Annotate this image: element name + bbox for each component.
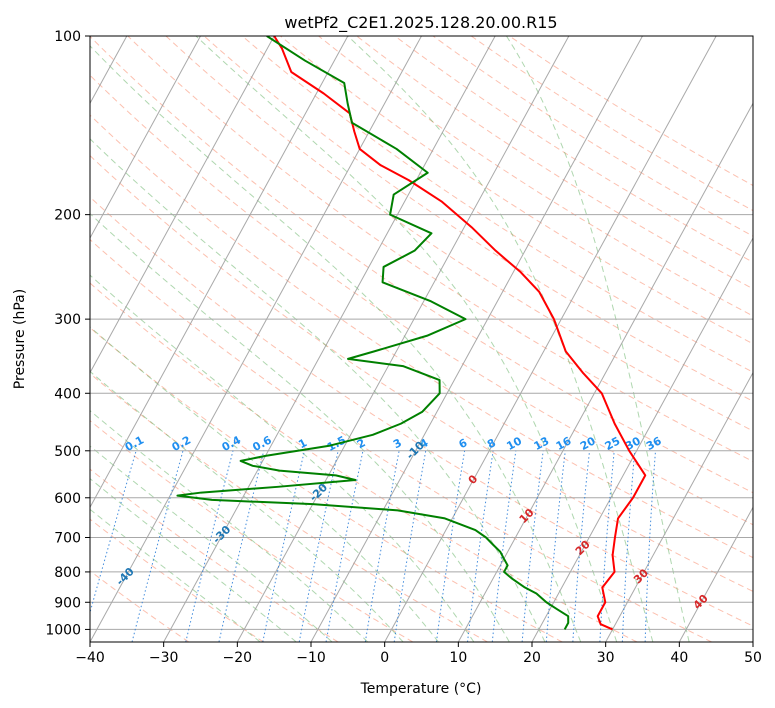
mixing-ratio-line (435, 450, 466, 642)
dry-adiabat (90, 570, 190, 642)
x-axis-label: Temperature (°C) (360, 681, 482, 697)
chart-title: wetPf2_C2E1.2025.128.20.00.R15 (284, 13, 557, 33)
isotherm (163, 36, 496, 642)
isotherm (531, 236, 753, 642)
mixing-ratio-line (491, 450, 517, 642)
dry-adiabat (90, 154, 753, 592)
x-tick-label: 40 (670, 650, 688, 666)
x-tick-label: −20 (223, 650, 253, 666)
plot-area: 0.1 0.2 0.4 0.6 1 1.5 2 3 4 6 8 10 13 16 20 25 30 36-40-3… (90, 36, 753, 642)
mixing-ratio-line (467, 450, 494, 642)
dry-adiabat (90, 518, 264, 642)
mixing-ratio-label: 10 (504, 434, 524, 453)
moist-adiabat (90, 445, 333, 642)
mixing-ratio-line (599, 450, 615, 642)
isotherm (90, 36, 422, 642)
moist-adiabat (90, 212, 510, 642)
mixing-ratio-line (262, 450, 305, 642)
mixing-ratio-line (521, 450, 544, 642)
x-tick-label: 30 (597, 650, 615, 666)
dry-adiabat (90, 282, 638, 642)
mixing-ratio-label: 36 (644, 434, 664, 453)
moist-adiabat (90, 370, 404, 642)
moist-adiabat (90, 326, 439, 642)
mixing-ratio-line (218, 450, 265, 642)
x-tick-label: 20 (523, 650, 541, 666)
y-tick-label: 600 (54, 491, 81, 507)
x-tick-label: 0 (380, 650, 389, 666)
y-tick-label: 1000 (45, 622, 81, 638)
temperature-profile-line (273, 36, 647, 631)
plot-frame (89, 35, 754, 643)
x-tick-label: 50 (744, 650, 762, 666)
mixing-ratio-line (131, 450, 184, 642)
mixing-ratio-line (185, 450, 234, 642)
moist-adiabat (195, 36, 618, 642)
isotherm (90, 36, 275, 374)
x-tick-label: −10 (296, 650, 326, 666)
dry-adiabat (90, 372, 488, 642)
dry-adiabat (90, 468, 339, 642)
dry-adiabat (318, 36, 753, 317)
y-tick-label: 700 (54, 531, 81, 547)
dry-adiabat (90, 238, 712, 642)
isotherm (457, 102, 753, 642)
isotherm (90, 36, 349, 509)
y-tick-label: 200 (54, 208, 81, 224)
isotherm (90, 36, 201, 240)
y-axis-label: Pressure (hPa) (12, 289, 28, 389)
isotherm (310, 36, 643, 642)
mixing-ratio-label: 25 (603, 434, 623, 453)
mixing-ratio-line (90, 450, 137, 615)
dry-adiabat (203, 36, 753, 402)
mixing-ratio-line (572, 450, 591, 642)
dewpoint-profile-line (176, 36, 570, 630)
moist-adiabat (506, 36, 690, 642)
dry-adiabat (90, 74, 753, 526)
moist-adiabat (90, 410, 369, 642)
y-tick-label: 100 (54, 29, 81, 45)
y-tick-label: 900 (54, 595, 81, 611)
dry-adiabat (356, 36, 753, 290)
y-tick-label: 400 (54, 386, 81, 402)
x-tick-label: −40 (75, 650, 105, 666)
moist-adiabat (90, 477, 297, 642)
isotherm (678, 506, 753, 642)
dry-adiabat (165, 36, 753, 432)
mixing-ratio-line (545, 450, 566, 642)
moist-adiabat (90, 138, 546, 642)
mixing-ratio-line (621, 450, 636, 642)
moist-adiabat (347, 36, 654, 642)
isotherm (236, 36, 570, 642)
moist-adiabat (90, 274, 475, 642)
mixing-ratio-label: 20 (578, 434, 598, 453)
dry-adiabat (241, 36, 753, 373)
mixing-ratio-label: 13 (532, 434, 552, 453)
mixing-ratio-label: 16 (554, 434, 574, 453)
isotherm (605, 371, 753, 642)
dry-adiabat (90, 196, 753, 627)
y-tick-label: 800 (54, 565, 81, 581)
x-tick-label: −30 (149, 650, 179, 666)
axes: −40 −30 −20 −10 0 10 20 30 40 50 100 200 300 400 500 60… (45, 29, 762, 666)
y-tick-label: 500 (54, 444, 81, 460)
isotherm (384, 36, 717, 642)
mixing-ratio-line (644, 450, 656, 642)
x-tick-label: 10 (449, 650, 467, 666)
y-tick-label: 300 (54, 312, 81, 328)
dry-adiabat (90, 327, 563, 642)
